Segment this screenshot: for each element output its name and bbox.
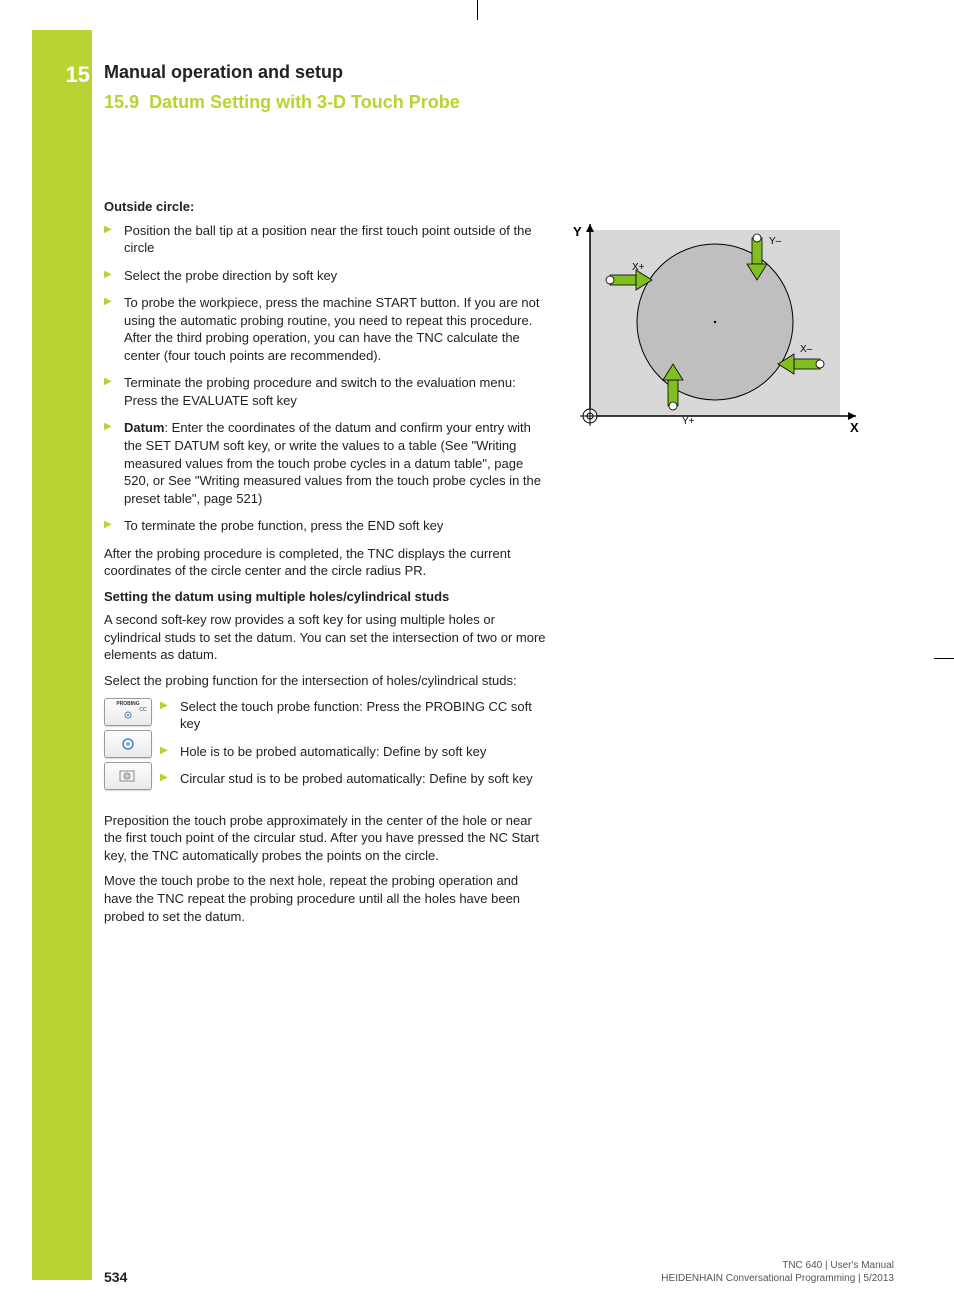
paragraph: Preposition the touch probe approximatel… — [104, 812, 546, 865]
datum-bold: Datum — [124, 420, 164, 435]
softkey-text-list: ▶Select the touch probe function: Press … — [160, 698, 546, 798]
hole-icon — [118, 737, 138, 751]
page-footer: 534 TNC 640 | User's Manual HEIDENHAIN C… — [104, 1259, 894, 1285]
axis-x-label: X — [850, 420, 859, 435]
xminus-label: X– — [800, 344, 813, 355]
xplus-label: X+ — [632, 262, 645, 273]
footer-line-1: TNC 640 | User's Manual — [661, 1259, 894, 1272]
bullet-list-1: Position the ball tip at a position near… — [104, 222, 546, 535]
list-item: Select the probe direction by soft key — [104, 267, 546, 285]
chapter-tab — [32, 30, 92, 1280]
list-item: To terminate the probe function, press t… — [104, 517, 546, 535]
datum-text: : Enter the coordinates of the datum and… — [124, 420, 541, 505]
softkey-icons: PROBING CC — [104, 698, 160, 794]
probe-diagram: Y X X+ X– Y– Y+ — [560, 222, 860, 442]
footer-right: TNC 640 | User's Manual HEIDENHAIN Conve… — [661, 1259, 894, 1285]
section-number: 15.9 — [104, 92, 139, 112]
paragraph: Move the touch probe to the next hole, r… — [104, 872, 546, 925]
softkey-probing-cc[interactable]: PROBING CC — [104, 698, 152, 726]
list-item: To probe the workpiece, press the machin… — [104, 294, 546, 364]
chapter-number: 15 — [50, 62, 90, 88]
softkey-hole-auto[interactable] — [104, 730, 152, 758]
probing-cc-icon — [118, 708, 138, 722]
stud-icon — [118, 769, 138, 783]
content-body: Outside circle: Position the ball tip at… — [104, 198, 546, 933]
crop-mark-right — [934, 658, 954, 659]
softkey-row: PROBING CC — [104, 698, 546, 806]
list-item: ▶Select the touch probe function: Press … — [160, 698, 546, 733]
yplus-label: Y+ — [682, 416, 695, 427]
paragraph: Select the probing function for the inte… — [104, 672, 546, 690]
yminus-label: Y– — [769, 236, 782, 247]
heading-multiple-holes: Setting the datum using multiple holes/c… — [104, 588, 546, 606]
softkey-stud-auto[interactable] — [104, 762, 152, 790]
list-item: Position the ball tip at a position near… — [104, 222, 546, 257]
list-item: Datum: Enter the coordinates of the datu… — [104, 419, 546, 507]
axis-y-label: Y — [573, 224, 582, 239]
crop-mark-top — [477, 0, 478, 20]
list-item: ▶Hole is to be probed automatically: Def… — [160, 743, 546, 761]
section-title: 15.9 Datum Setting with 3-D Touch Probe — [104, 92, 460, 113]
paragraph: After the probing procedure is completed… — [104, 545, 546, 580]
heading-outside-circle: Outside circle: — [104, 198, 546, 216]
list-item: Terminate the probing procedure and swit… — [104, 374, 546, 409]
footer-line-2: HEIDENHAIN Conversational Programming | … — [661, 1272, 894, 1285]
paragraph: A second soft-key row provides a soft ke… — [104, 611, 546, 664]
section-name: Datum Setting with 3-D Touch Probe — [149, 92, 460, 112]
page-number: 534 — [104, 1269, 127, 1285]
list-item: ▶Circular stud is to be probed automatic… — [160, 770, 546, 788]
chapter-title: Manual operation and setup — [104, 62, 343, 83]
